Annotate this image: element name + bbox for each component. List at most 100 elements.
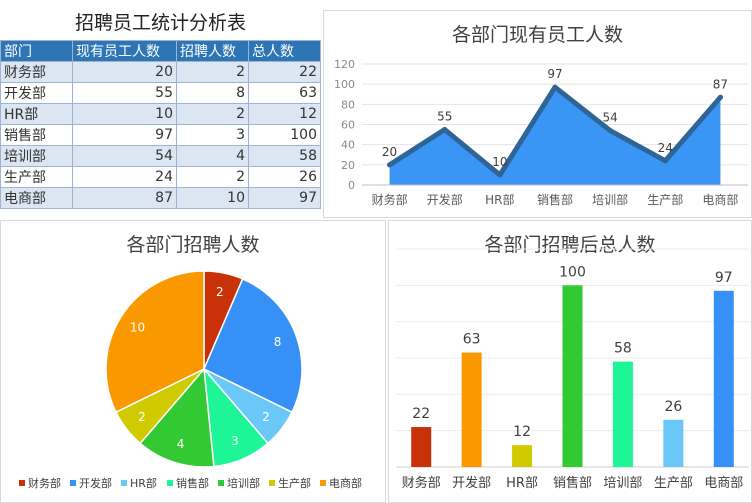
table-cell: 销售部 (0, 124, 73, 146)
table-cell: 开发部 (0, 82, 73, 104)
area-data-label: 97 (547, 67, 562, 81)
table-header-cell: 现有员工人数 (72, 40, 177, 62)
table-row: HR部 10 2 12 (0, 103, 321, 125)
table-cell: 2 (176, 61, 249, 83)
pie-data-label: 10 (130, 321, 145, 335)
area-data-point (552, 84, 558, 90)
area-ytick-label: 60 (341, 119, 355, 132)
bar-data-label: 97 (715, 270, 733, 286)
table-cell: 培训部 (0, 145, 73, 167)
area-ytick-label: 40 (341, 139, 355, 152)
table-cell: 58 (248, 145, 321, 167)
area-xtick-label: 销售部 (537, 192, 573, 207)
table-body: 财务部 20 2 22 开发部 55 8 63 HR部 10 2 12 销售部 97 3 100 培训部 54 4 5… (0, 61, 321, 209)
table-cell: 54 (72, 145, 177, 167)
table-row: 电商部 87 10 97 (0, 187, 321, 209)
table-cell: 12 (248, 103, 321, 125)
pie-slice (105, 270, 205, 414)
pie-chart: 2 8 2 3 4 2 10 财务部 开发部 HR部 销售部 培训部 生产部 电商部 (19, 270, 362, 490)
pie-legend-swatch (167, 480, 173, 486)
table-header-cell: 总人数 (248, 40, 321, 62)
bar-xtick-label: 开发部 (452, 475, 491, 491)
bar-xtick-label: HR部 (506, 476, 538, 491)
area-chart-panel: 各部门现有员工人数 0 20 40 60 80 100 120 20 55 10 97 54 24 87 财… (323, 10, 752, 218)
area-data-label: 54 (603, 111, 618, 125)
area-xtick-label: 电商部 (702, 192, 738, 207)
bar-xtick-label: 培训部 (603, 475, 642, 491)
area-data-label: 20 (382, 145, 397, 159)
area-data-label: 24 (658, 141, 673, 155)
area-ytick-label: 80 (341, 98, 355, 111)
table-cell: 26 (248, 166, 321, 188)
table-cell: 10 (176, 187, 249, 209)
table-row: 销售部 97 3 100 (0, 124, 321, 146)
pie-legend-label: 销售部 (176, 476, 209, 490)
recruit-table-panel: 招聘员工统计分析表 部门 现有员工人数 招聘人数 总人数 财务部 20 2 22 开发部 55 8… (0, 0, 321, 218)
bar-xtick-label: 电商部 (704, 476, 743, 491)
area-xtick-label: 生产部 (647, 192, 683, 207)
bar-xtick-label: 财务部 (402, 475, 441, 491)
pie-chart-title: 各部门招聘人数 (126, 234, 260, 256)
bar (461, 352, 482, 467)
bar-data-label: 12 (513, 424, 531, 440)
pie-legend-swatch (269, 480, 275, 486)
table-cell: 24 (72, 166, 177, 188)
area-data-point (442, 127, 448, 133)
bar-data-label: 26 (664, 399, 682, 415)
table-cell: HR部 (0, 103, 73, 125)
table-cell: 97 (248, 187, 321, 209)
pie-data-label: 8 (274, 335, 282, 349)
table-header-cell: 招聘人数 (176, 40, 249, 62)
table-cell: 55 (72, 82, 177, 104)
pie-legend-label: HR部 (130, 476, 157, 490)
area-xtick-label: HR部 (485, 192, 514, 207)
area-data-point (607, 128, 613, 134)
bar (411, 427, 432, 467)
table-cell: 8 (176, 82, 249, 104)
table-row: 培训部 54 4 58 (0, 145, 321, 167)
pie-data-label: 2 (262, 410, 270, 424)
pie-data-label: 2 (216, 285, 224, 299)
bar-chart: 22 财务部 63 开发部 12 HR部 100 销售部 58 培训部 26 生产部 97 电商部 (396, 248, 749, 491)
table-row: 开发部 55 8 63 (0, 82, 321, 104)
area-data-point (387, 162, 393, 168)
pie-data-label: 2 (138, 410, 146, 424)
table-cell: 财务部 (0, 61, 73, 83)
pie-legend-swatch (121, 480, 127, 486)
table-cell: 电商部 (0, 187, 73, 209)
pie-legend-swatch (70, 480, 76, 486)
table-row: 财务部 20 2 22 (0, 61, 321, 83)
bar-data-label: 22 (412, 406, 430, 422)
pie-legend-swatch (19, 480, 25, 486)
area-xtick-label: 培训部 (592, 192, 628, 207)
pie-data-label: 4 (177, 437, 185, 451)
area-data-point (717, 94, 723, 100)
area-ytick-label: 20 (341, 159, 355, 172)
table-cell: 63 (248, 82, 321, 104)
table-cell: 2 (176, 103, 249, 125)
bar (612, 361, 633, 467)
table-cell: 3 (176, 124, 249, 146)
area-xtick-label: 财务部 (372, 192, 408, 207)
table-cell: 4 (176, 145, 249, 167)
area-data-label: 10 (492, 155, 507, 169)
pie-legend-swatch (320, 480, 326, 486)
area-data-label: 55 (437, 110, 452, 124)
table-title: 招聘员工统计分析表 (74, 12, 246, 34)
table-cell: 87 (72, 187, 177, 209)
area-fill (389, 87, 721, 185)
pie-data-label: 3 (231, 434, 239, 448)
bar-data-label: 63 (463, 332, 481, 348)
bar-chart-panel: 各部门招聘后总人数 22 财务部 63 开发部 12 HR部 100 销售部 58 培训部 26 生产… (388, 220, 752, 503)
bar-xtick-label: 生产部 (654, 476, 693, 491)
area-data-point (662, 158, 668, 164)
recruit-table: 部门 现有员工人数 招聘人数 总人数 财务部 20 2 22 开发部 55 8 63 HR部 10 2 12… (0, 40, 321, 209)
bar-chart-title: 各部门招聘后总人数 (484, 234, 656, 256)
area-chart: 0 20 40 60 80 100 120 20 55 10 97 54 24 87 财务部 开发部 HR部 销售… (334, 58, 748, 207)
table-cell: 100 (248, 124, 321, 146)
bar-data-label: 100 (559, 264, 586, 280)
area-data-point (497, 172, 503, 178)
table-cell: 97 (72, 124, 177, 146)
pie-legend-label: 财务部 (28, 476, 61, 490)
area-chart-title: 各部门现有员工人数 (451, 24, 623, 46)
